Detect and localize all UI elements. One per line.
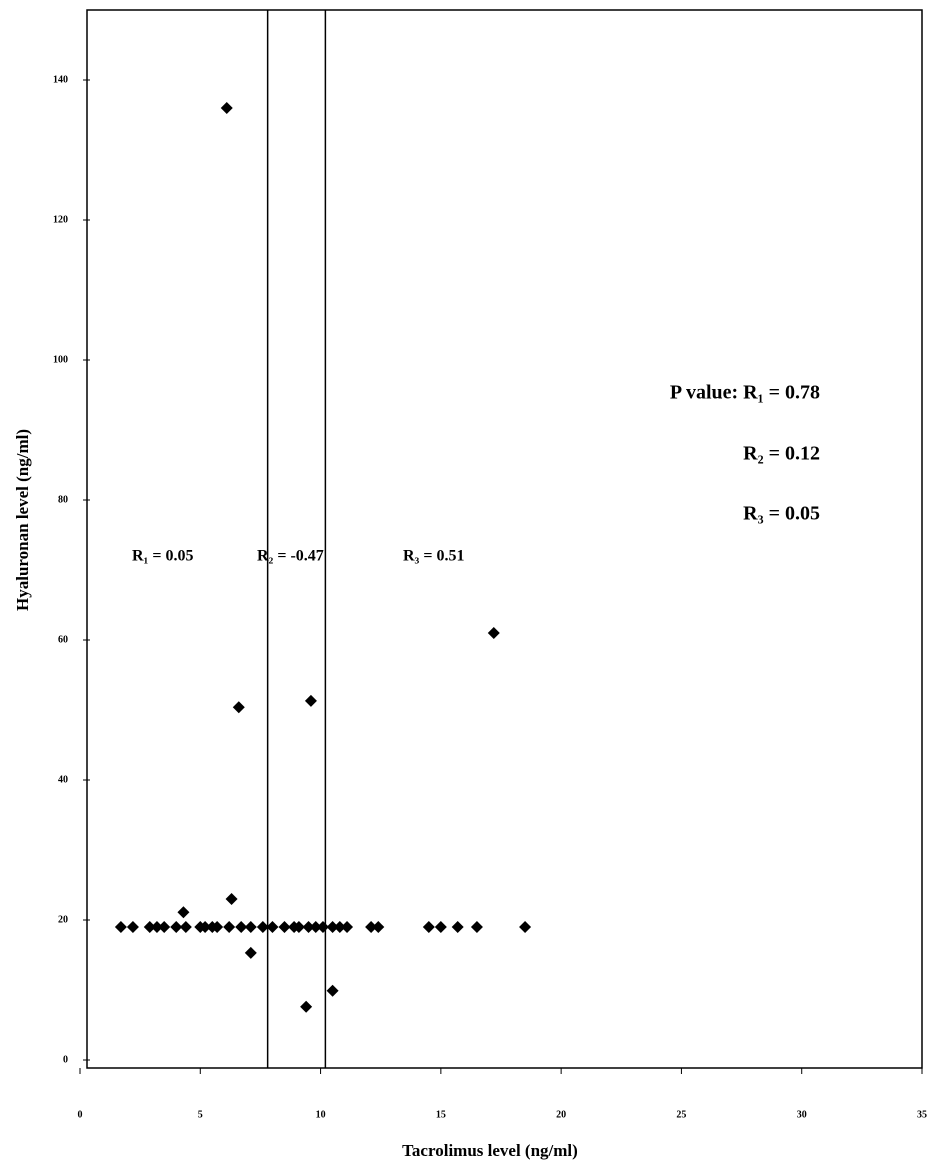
point bbox=[245, 921, 257, 933]
p-value: P value: R₁ = 0.78 bbox=[670, 382, 820, 404]
y-tick-label: 40 bbox=[58, 774, 68, 785]
x-tick-label: 20 bbox=[556, 1109, 566, 1120]
x-tick-label: 10 bbox=[316, 1109, 326, 1120]
x-tick-label: 25 bbox=[676, 1109, 686, 1120]
x-axis-label: Tacrolimus level (ng/ml) bbox=[402, 1141, 578, 1160]
annotation: R₁ = 0.05 bbox=[132, 548, 193, 565]
point bbox=[327, 985, 339, 997]
point bbox=[158, 921, 170, 933]
point bbox=[452, 921, 464, 933]
p-value: R₂ = 0.12 bbox=[743, 443, 820, 465]
p-value: R₃ = 0.05 bbox=[743, 503, 820, 525]
point bbox=[180, 921, 192, 933]
point bbox=[519, 921, 531, 933]
point bbox=[471, 921, 483, 933]
annotation: R₃ = 0.51 bbox=[403, 548, 464, 565]
chart: Tacrolimus level (ng/ml) Hyaluronan leve… bbox=[0, 0, 930, 1170]
y-tick-label: 120 bbox=[53, 214, 68, 225]
point bbox=[305, 695, 317, 707]
point bbox=[233, 701, 245, 713]
point bbox=[341, 921, 353, 933]
point bbox=[223, 921, 235, 933]
x-tick-label: 0 bbox=[78, 1109, 83, 1120]
point bbox=[245, 947, 257, 959]
y-tick-label: 80 bbox=[58, 494, 68, 505]
y-axis-label: Hyaluronan level (ng/ml) bbox=[13, 429, 32, 611]
y-tick-label: 20 bbox=[58, 914, 68, 925]
point bbox=[488, 627, 500, 639]
point bbox=[300, 1001, 312, 1013]
x-tick-label: 30 bbox=[797, 1109, 807, 1120]
y-tick-label: 140 bbox=[53, 74, 68, 85]
point bbox=[127, 921, 139, 933]
point bbox=[226, 893, 238, 905]
y-tick-label: 0 bbox=[63, 1054, 68, 1065]
point bbox=[372, 921, 384, 933]
x-tick-label: 5 bbox=[198, 1109, 203, 1120]
x-tick-label: 35 bbox=[917, 1109, 927, 1120]
y-tick-label: 60 bbox=[58, 634, 68, 645]
x-tick-label: 15 bbox=[436, 1109, 446, 1120]
point bbox=[221, 102, 233, 114]
point bbox=[423, 921, 435, 933]
point bbox=[435, 921, 447, 933]
annotation: R₂ = -0.47 bbox=[257, 548, 324, 565]
point bbox=[177, 906, 189, 918]
y-tick-label: 100 bbox=[53, 354, 68, 365]
plot-frame bbox=[87, 10, 922, 1068]
point bbox=[115, 921, 127, 933]
